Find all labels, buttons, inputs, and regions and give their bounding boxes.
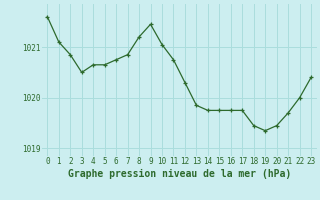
X-axis label: Graphe pression niveau de la mer (hPa): Graphe pression niveau de la mer (hPa) <box>68 169 291 179</box>
